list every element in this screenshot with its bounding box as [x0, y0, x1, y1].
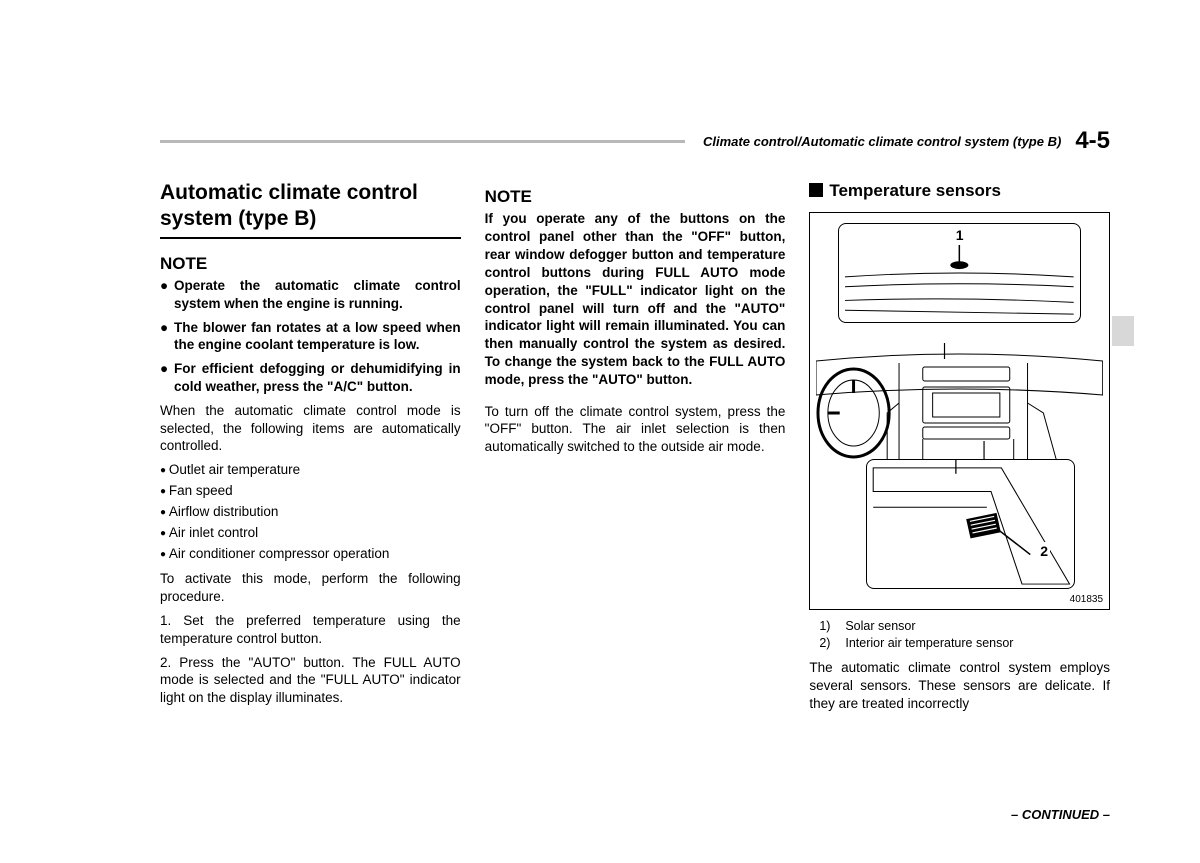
step-1: 1. Set the preferred temperature using t…: [160, 612, 461, 648]
list-item: Air conditioner compressor operation: [160, 545, 461, 563]
auto-items-list: Outlet air temperature Fan speed Airflow…: [160, 461, 461, 562]
legend-num: 1): [819, 618, 845, 635]
note-heading: NOTE: [160, 253, 461, 275]
callout-label-2: 2: [1038, 542, 1050, 560]
figure-callout-top: 1: [838, 223, 1081, 323]
header-bar: Climate control/Automatic climate contro…: [160, 138, 1110, 144]
off-paragraph: To turn off the climate control system, …: [485, 403, 786, 456]
list-item: Fan speed: [160, 482, 461, 500]
activate-intro: To activate this mode, perform the follo…: [160, 570, 461, 606]
figure-dashboard: [816, 343, 1103, 473]
legend-num: 2): [819, 635, 845, 652]
list-item: Airflow distribution: [160, 503, 461, 521]
continued-label: – CONTINUED –: [1011, 806, 1110, 823]
page-number: 4-5: [1075, 127, 1110, 155]
column-2: NOTE If you operate any of the buttons o…: [485, 180, 786, 823]
dashboard-svg: [816, 343, 1103, 473]
content-columns: Automatic climate control system (type B…: [160, 180, 1110, 823]
section-title: Automatic climate control system (type B…: [160, 180, 461, 239]
figure-callout-bottom: 2: [866, 459, 1075, 589]
callout-label-1: 1: [954, 226, 966, 244]
note-bullet: ●The blower fan rotates at a low speed w…: [160, 319, 461, 355]
figure-legend: 1) Solar sensor 2) Interior air temperat…: [819, 618, 1110, 651]
list-item: Air inlet control: [160, 524, 461, 542]
note-bullet: ●For efficient defogging or dehumidifyin…: [160, 360, 461, 396]
note-bullet: ●Operate the automatic climate control s…: [160, 277, 461, 313]
column-1: Automatic climate control system (type B…: [160, 180, 461, 823]
note-body: If you operate any of the buttons on the…: [485, 210, 786, 388]
side-tab: [1112, 316, 1134, 346]
figure-id: 401835: [1070, 593, 1103, 606]
page: Climate control/Automatic climate contro…: [0, 0, 1200, 863]
square-bullet-icon: [809, 183, 823, 197]
breadcrumb: Climate control/Automatic climate contro…: [703, 134, 1061, 149]
subsection-title: Temperature sensors: [829, 181, 1001, 200]
auto-intro: When the automatic climate control mode …: [160, 402, 461, 455]
step-2: 2. Press the "AUTO" button. The FULL AUT…: [160, 654, 461, 707]
legend-row: 1) Solar sensor: [819, 618, 1110, 635]
column-3: Temperature sensors 1: [809, 180, 1110, 823]
sensors-body: The automatic climate control system emp…: [809, 659, 1110, 712]
legend-text: Interior air temperature sensor: [845, 635, 1013, 652]
legend-row: 2) Interior air temperature sensor: [819, 635, 1110, 652]
legend-text: Solar sensor: [845, 618, 915, 635]
note-bullet-text: For efficient defogging or dehumidifying…: [174, 360, 461, 396]
figure-temperature-sensors: 1: [809, 212, 1110, 610]
note-heading: NOTE: [485, 186, 786, 208]
header-rule: [160, 140, 685, 143]
note-bullet-text: Operate the automatic climate control sy…: [174, 277, 461, 313]
callout-bottom-svg: [867, 460, 1074, 588]
list-item: Outlet air temperature: [160, 461, 461, 479]
subsection-heading: Temperature sensors: [809, 180, 1110, 202]
note-bullet-text: The blower fan rotates at a low speed wh…: [174, 319, 461, 355]
